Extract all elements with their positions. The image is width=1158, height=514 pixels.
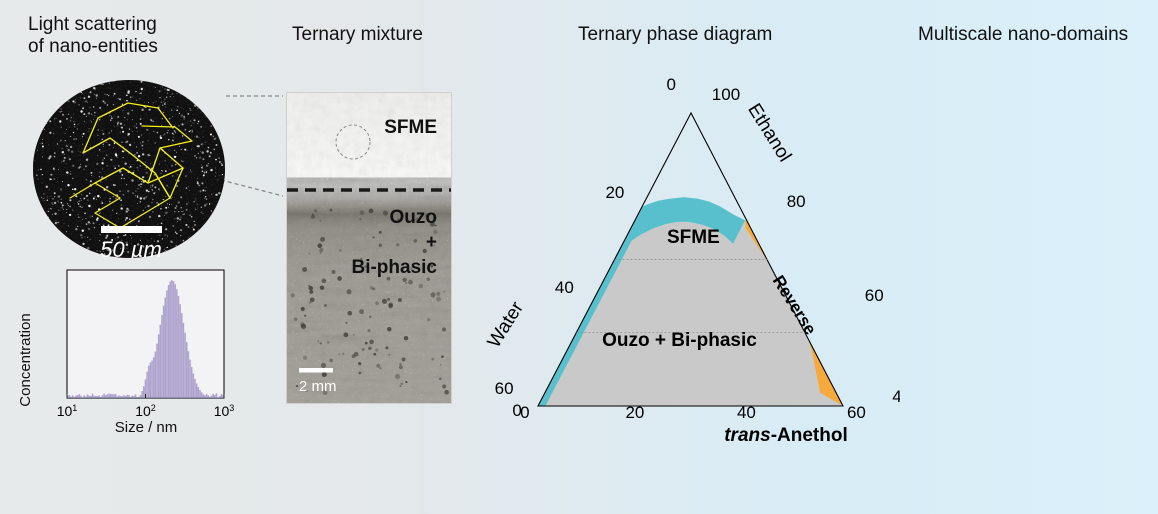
svg-text:SFME: SFME bbox=[384, 117, 437, 138]
svg-text:Ouzo + Bi-phasic: Ouzo + Bi-phasic bbox=[602, 330, 757, 351]
svg-text:+: + bbox=[426, 232, 437, 253]
svg-text:20: 20 bbox=[605, 183, 624, 202]
svg-text:60: 60 bbox=[865, 286, 884, 305]
svg-text:SFME: SFME bbox=[667, 227, 720, 248]
svg-text:50 µm: 50 µm bbox=[100, 237, 162, 258]
svg-text:101: 101 bbox=[57, 403, 78, 419]
svg-text:Water: Water bbox=[484, 298, 529, 352]
svg-text:2 mm: 2 mm bbox=[299, 378, 337, 395]
svg-text:40: 40 bbox=[892, 387, 900, 406]
svg-text:60: 60 bbox=[847, 403, 866, 422]
svg-text:60: 60 bbox=[495, 379, 514, 398]
svg-text:20: 20 bbox=[625, 403, 644, 422]
svg-text:Bi-phasic: Bi-phasic bbox=[351, 257, 437, 278]
svg-text:100: 100 bbox=[712, 85, 740, 104]
svg-text:0: 0 bbox=[667, 75, 676, 94]
svg-text:0: 0 bbox=[512, 401, 521, 420]
svg-text:trans-Anethol: trans-Anethol bbox=[724, 425, 848, 446]
svg-text:80: 80 bbox=[787, 192, 806, 211]
svg-text:102: 102 bbox=[135, 403, 156, 419]
svg-text:103: 103 bbox=[214, 403, 235, 419]
svg-text:Concentration: Concentration bbox=[17, 313, 34, 406]
svg-text:40: 40 bbox=[737, 403, 756, 422]
svg-text:Size / nm: Size / nm bbox=[115, 419, 178, 435]
svg-text:Ethanol: Ethanol bbox=[743, 100, 795, 166]
svg-text:Ouzo: Ouzo bbox=[390, 207, 438, 228]
svg-text:40: 40 bbox=[555, 278, 574, 297]
